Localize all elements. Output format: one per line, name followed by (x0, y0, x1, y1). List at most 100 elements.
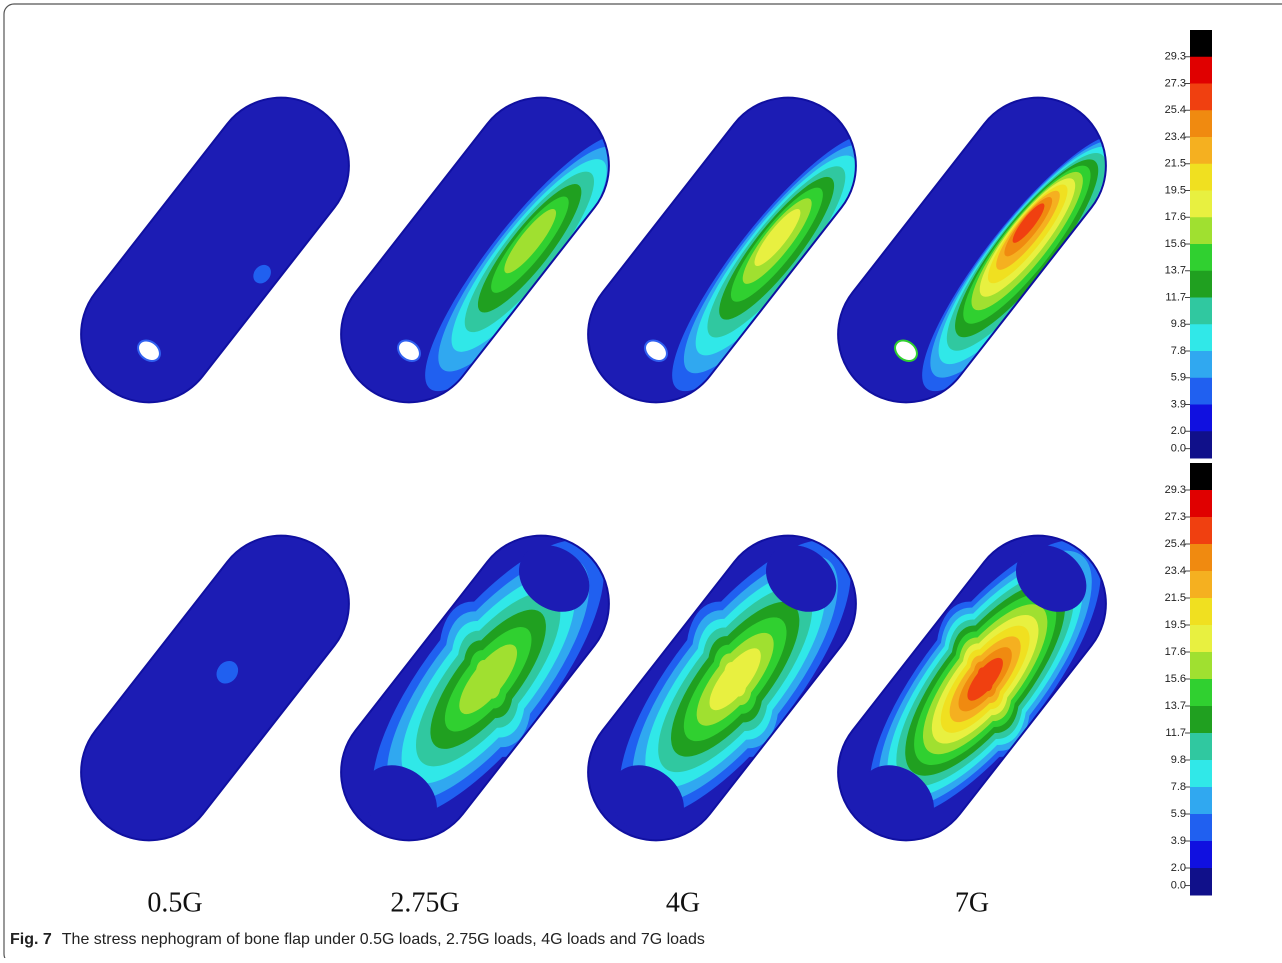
bone-flap (587, 96, 879, 404)
colorbar-swatch (1190, 217, 1212, 245)
colorbar-swatch (1190, 190, 1212, 218)
frame (3, 3, 1282, 963)
flap-body (838, 97, 1106, 403)
colorbar-swatch (1190, 598, 1212, 626)
flap-body (81, 97, 349, 403)
flap-outline (837, 96, 1107, 404)
bone-flap (837, 534, 1107, 842)
colorbar-label: 3.9 (1171, 835, 1186, 847)
colorbar-label: 23.4 (1165, 131, 1186, 143)
colorbar-label: 13.7 (1165, 700, 1186, 712)
stress-contour (504, 208, 557, 274)
low-zone (518, 545, 590, 612)
colorbar-label: 21.5 (1165, 592, 1186, 604)
colorbar-swatch (1190, 517, 1212, 545)
colorbar-swatch (1190, 110, 1212, 138)
colorbar-label: 11.7 (1165, 291, 1186, 303)
bone-flap (340, 534, 610, 842)
colorbar-swatch (1190, 351, 1212, 379)
colorbar-label: 3.9 (1171, 398, 1186, 410)
stress-field (362, 539, 604, 836)
stress-field (922, 134, 1129, 392)
colorbar-label: 7.8 (1171, 781, 1186, 793)
colorbar-swatch (1190, 324, 1212, 352)
low-zone (362, 765, 437, 836)
colorbar-swatch (1190, 137, 1212, 165)
colorbar-swatch (1190, 841, 1212, 869)
stress-field (859, 539, 1101, 836)
colorbar-swatch (1190, 56, 1212, 84)
colorbar-swatch (1190, 733, 1212, 761)
colorbar-label: 2.0 (1171, 425, 1186, 437)
flap-body (81, 535, 349, 841)
low-zone (859, 765, 934, 836)
colorbar-swatch (1190, 814, 1212, 842)
colorbar-swatch (1190, 490, 1212, 518)
colorbar-label: 0.0 (1171, 443, 1186, 455)
stress-field (216, 660, 239, 684)
colorbar-label: 5.9 (1171, 372, 1186, 384)
screw-hole (894, 339, 918, 362)
stress-contour (1012, 203, 1045, 243)
colorbar-swatch (1190, 571, 1212, 599)
colorbar-label: 17.6 (1165, 646, 1186, 658)
colorbar-label: 15.6 (1165, 238, 1186, 250)
bone-flap (340, 96, 632, 404)
column-label: 4G (666, 887, 700, 918)
colorbar-swatch (1190, 868, 1212, 896)
colorbar-label: 27.3 (1165, 77, 1186, 89)
low-zone (609, 765, 684, 836)
screw-hole (397, 339, 421, 362)
screw-hole (644, 339, 668, 362)
colorbar-label: 9.8 (1171, 754, 1186, 766)
stress-field (425, 134, 632, 392)
colorbar-swatch (1190, 787, 1212, 815)
colorbar-label: 27.3 (1165, 511, 1186, 523)
flap-outline (587, 96, 857, 404)
colorbar-swatch (1190, 431, 1212, 459)
bone-flap (587, 534, 857, 842)
plots: 0.5G 2.75G 4G 7G (80, 96, 1129, 918)
colorbar-label: 2.0 (1171, 862, 1186, 874)
stress-contour (475, 659, 501, 699)
column-label: 2.75G (390, 887, 459, 918)
stress-field (609, 539, 851, 836)
colorbars: 29.3 27.3 25.4 23.4 21.5 19.5 17.6 15.6 13.7 11.7… (1165, 30, 1212, 896)
colorbar-label: 19.5 (1165, 184, 1186, 196)
colorbar-swatch (1190, 244, 1212, 272)
stress-spot (216, 660, 239, 684)
bone-flap (80, 534, 350, 842)
colorbar-swatch (1190, 652, 1212, 680)
colorbar-label: 9.8 (1171, 318, 1186, 330)
flap-body (341, 97, 609, 403)
colorbar-swatch (1190, 377, 1212, 405)
colorbar-label: 25.4 (1165, 104, 1186, 116)
colorbar-label: 25.4 (1165, 538, 1186, 550)
colorbar-swatch (1190, 163, 1212, 191)
column-label: 0.5G (147, 887, 202, 918)
low-zone (1015, 545, 1087, 612)
caption: Fig. 7 The stress nephogram of bone flap … (10, 931, 705, 948)
colorbar-label: 17.6 (1165, 211, 1186, 223)
bone-flap (80, 96, 350, 404)
colorbar-swatch (1190, 625, 1212, 653)
screw-hole (137, 339, 161, 362)
colorbar-swatch (1190, 30, 1212, 58)
colorbar-label: 13.7 (1165, 265, 1186, 277)
colorbar-label: 0.0 (1171, 879, 1186, 891)
colorbar-swatch (1190, 463, 1212, 491)
colorbar-label: 15.6 (1165, 673, 1186, 685)
flap-outline (340, 534, 610, 842)
flap-outline (587, 534, 857, 842)
flap-outline (80, 534, 350, 842)
colorbar-swatch (1190, 270, 1212, 298)
caption-text: The stress nephogram of bone flap under … (62, 931, 705, 948)
colorbar-label: 21.5 (1165, 158, 1186, 170)
colorbar-swatch (1190, 679, 1212, 707)
stress-contour (724, 662, 747, 697)
colorbar-swatch (1190, 83, 1212, 111)
colorbar-label: 11.7 (1165, 727, 1186, 739)
colorbar-label: 5.9 (1171, 808, 1186, 820)
caption-label: Fig. 7 (10, 931, 52, 948)
